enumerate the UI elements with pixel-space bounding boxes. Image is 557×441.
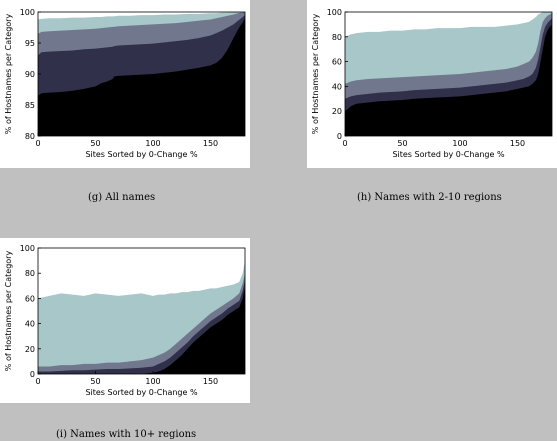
- plot-frame: [37, 247, 246, 375]
- y-tick-label: 80: [25, 269, 35, 278]
- y-tick-label: 20: [25, 345, 35, 354]
- y-tick-label: 100: [20, 244, 35, 253]
- y-tick-label: 85: [25, 101, 35, 110]
- y-tick-label: 0: [337, 132, 342, 141]
- y-tick-label: 95: [25, 39, 35, 48]
- x-tick-label: 100: [145, 139, 160, 148]
- y-tick-label: 20: [332, 107, 342, 116]
- caption-g: (g) All names: [88, 192, 156, 203]
- y-axis-label: % of Hostnames per Category: [311, 14, 320, 135]
- y-tick-label: 40: [332, 82, 342, 91]
- x-tick-label: 50: [90, 377, 100, 386]
- x-tick-label: 100: [145, 377, 160, 386]
- y-axis-label: % of Hostnames per Category: [4, 14, 13, 135]
- y-tick-label: 90: [25, 70, 35, 79]
- area-band-1: [38, 18, 245, 137]
- y-tick-label: 100: [327, 8, 342, 17]
- y-tick-label: 60: [25, 294, 35, 303]
- x-tick-label: 0: [35, 377, 40, 386]
- y-tick-label: 40: [25, 320, 35, 329]
- chart-panel-h: 0 20 40 60 80 100 0 50 100 150 Sites Sorted by 0-C…: [307, 0, 557, 168]
- x-tick-label: 50: [397, 139, 407, 148]
- area-band-1: [345, 24, 552, 136]
- x-tick-label: 0: [342, 139, 347, 148]
- y-tick-label: 0: [30, 370, 35, 379]
- x-axis-label: Sites Sorted by 0-Change %: [85, 150, 198, 159]
- x-tick-label: 150: [510, 139, 525, 148]
- x-axis-label: Sites Sorted by 0-Change %: [85, 388, 198, 397]
- x-tick-label: 50: [90, 139, 100, 148]
- y-tick-label: 80: [332, 33, 342, 42]
- plot-frame: [344, 11, 553, 137]
- area-band-1: [38, 285, 245, 374]
- y-axis-label: % of Hostnames per Category: [4, 251, 13, 372]
- x-tick-label: 150: [203, 377, 218, 386]
- x-tick-label: 150: [203, 139, 218, 148]
- chart-i: 0 20 40 60 80 100 0 50 100 150 Sites Sorted by 0-C…: [4, 244, 246, 397]
- y-tick-label: 100: [20, 8, 35, 17]
- x-tick-label: 100: [452, 139, 467, 148]
- x-tick-label: 0: [35, 139, 40, 148]
- chart-g: 80 85 90 95 100 0 50 100 150 Sites Sorted by 0-Ch…: [4, 8, 246, 159]
- chart-panel-i: 0 20 40 60 80 100 0 50 100 150 Sites Sorted by 0-C…: [0, 238, 250, 403]
- y-tick-label: 80: [25, 132, 35, 141]
- y-tick-label: 60: [332, 58, 342, 67]
- caption-i: (i) Names with 10+ regions: [56, 429, 197, 440]
- caption-h: (h) Names with 2-10 regions: [357, 192, 502, 203]
- x-axis-label: Sites Sorted by 0-Change %: [392, 150, 505, 159]
- chart-h: 0 20 40 60 80 100 0 50 100 150 Sites Sorted by 0-C…: [311, 8, 553, 159]
- chart-panel-g: 80 85 90 95 100 0 50 100 150 Sites Sorted by 0-Ch…: [0, 0, 250, 168]
